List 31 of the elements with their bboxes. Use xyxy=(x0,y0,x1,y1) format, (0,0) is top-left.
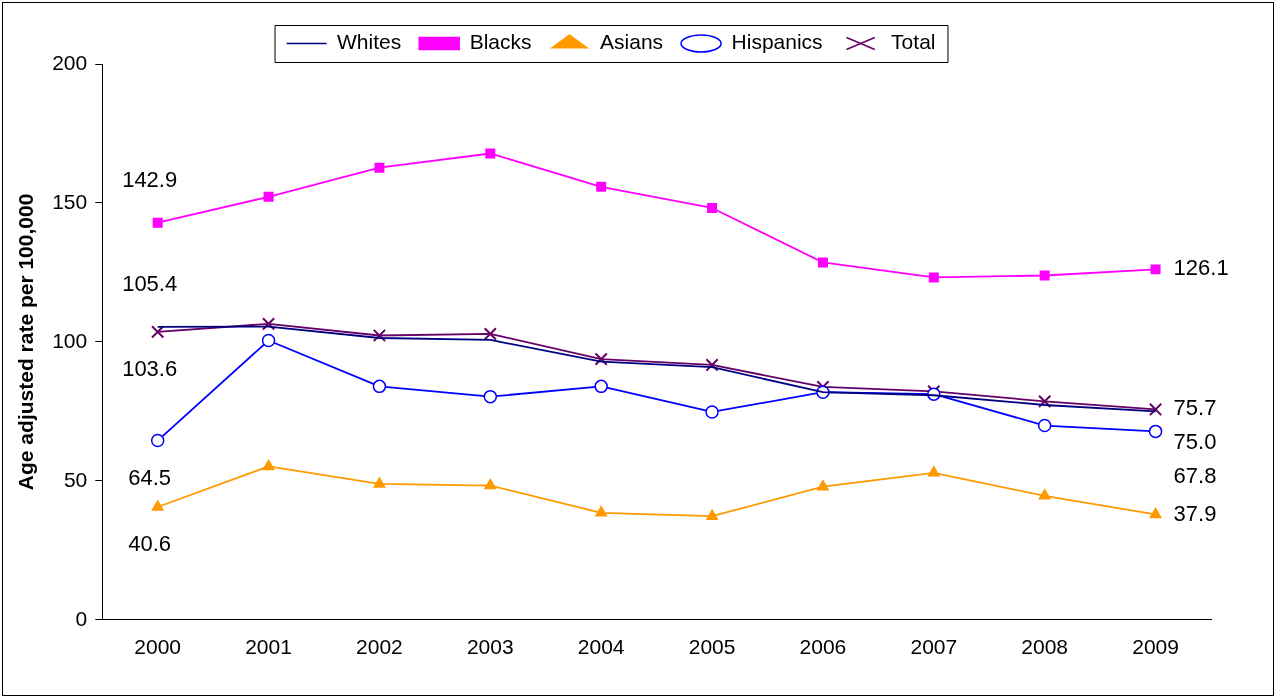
x-tick-label: 2009 xyxy=(1132,635,1179,659)
x-tick-label: 2006 xyxy=(799,635,847,659)
data-label: 67.8 xyxy=(1173,463,1217,489)
data-label: 126.1 xyxy=(1173,255,1229,281)
data-label: 75.7 xyxy=(1173,395,1217,421)
data-label: 105.4 xyxy=(122,270,178,296)
legend-label: Blacks xyxy=(469,30,532,54)
legend-label: Asians xyxy=(600,30,664,54)
data-label: 40.6 xyxy=(128,531,172,557)
legend-label: Whites xyxy=(337,30,402,54)
data-label: 103.6 xyxy=(122,355,178,381)
y-tick-label: 100 xyxy=(52,328,88,352)
y-tick-label: 0 xyxy=(75,606,88,630)
data-label: 37.9 xyxy=(1173,500,1217,526)
legend-label: Total xyxy=(891,30,936,54)
x-tick-label: 2001 xyxy=(245,635,292,659)
y-tick-label: 150 xyxy=(52,189,88,213)
x-tick-label: 2003 xyxy=(466,635,514,659)
y-axis-title: Age adjusted rate per 100,000 xyxy=(14,193,38,491)
legend-label: Hispanics xyxy=(731,30,823,54)
x-tick-label: 2004 xyxy=(577,635,625,659)
x-tick-label: 2008 xyxy=(1021,635,1069,659)
data-label: 64.5 xyxy=(128,464,172,490)
x-tick-label: 2000 xyxy=(134,635,182,659)
y-tick-label: 200 xyxy=(52,50,88,74)
y-tick-label: 50 xyxy=(63,467,88,491)
data-label: 142.9 xyxy=(122,166,178,192)
x-tick-label: 2007 xyxy=(910,635,958,659)
data-label: 75.0 xyxy=(1173,429,1217,455)
x-tick-label: 2002 xyxy=(356,635,403,659)
x-tick-label: 2005 xyxy=(688,635,736,659)
